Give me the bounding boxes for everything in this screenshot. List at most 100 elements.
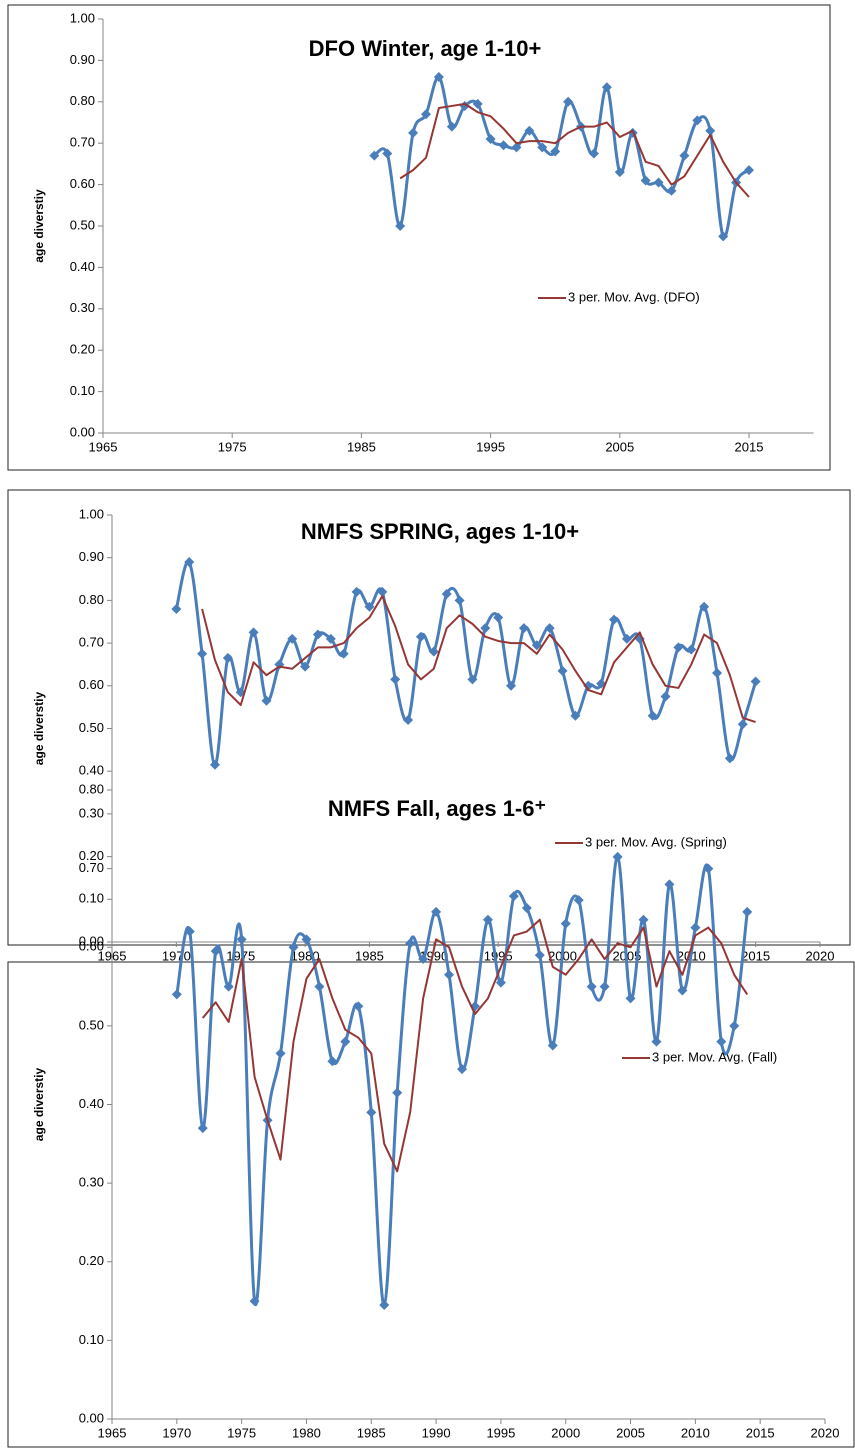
y-axis-label: age diverstiy bbox=[32, 691, 46, 765]
diamond-marker bbox=[537, 142, 548, 153]
diamond-marker bbox=[718, 231, 729, 242]
diamond-marker bbox=[288, 942, 299, 953]
x-tick-label: 1985 bbox=[355, 948, 384, 963]
diamond-marker bbox=[457, 1064, 468, 1075]
diamond-marker bbox=[377, 586, 388, 597]
x-tick-label: 1980 bbox=[292, 1425, 321, 1440]
diamond-marker bbox=[679, 150, 690, 161]
diamond-marker bbox=[686, 644, 697, 655]
y-tick-label: 0.60 bbox=[79, 677, 104, 692]
y-tick-label: 0.00 bbox=[79, 933, 104, 948]
y-tick-label: 0.70 bbox=[79, 635, 104, 650]
chart-title: DFO Winter, age 1-10+ bbox=[309, 36, 542, 61]
diamond-marker bbox=[223, 981, 234, 992]
diamond-marker bbox=[531, 640, 542, 651]
diamond-marker bbox=[690, 922, 701, 933]
diamond-marker bbox=[222, 653, 233, 664]
diamond-marker bbox=[403, 714, 414, 725]
diamond-marker bbox=[703, 863, 714, 874]
diamond-marker bbox=[480, 623, 491, 634]
diamond-marker bbox=[506, 680, 517, 691]
diamond-marker bbox=[197, 648, 208, 659]
diamond-marker bbox=[609, 614, 620, 625]
diamond-marker bbox=[524, 125, 535, 136]
diamond-marker bbox=[563, 96, 574, 107]
legend-label: 3 per. Mov. Avg. (Fall) bbox=[652, 1049, 777, 1064]
diamond-marker bbox=[750, 676, 761, 687]
y-tick-label: 1.00 bbox=[79, 506, 104, 521]
diamond-marker bbox=[340, 1036, 351, 1047]
y-tick-label: 0.00 bbox=[70, 424, 95, 439]
y-tick-label: 0.90 bbox=[70, 52, 95, 67]
diamond-marker bbox=[314, 981, 325, 992]
x-tick-label: 2020 bbox=[811, 1425, 840, 1440]
y-tick-label: 0.50 bbox=[70, 217, 95, 232]
x-tick-label: 1965 bbox=[89, 439, 118, 454]
x-tick-label: 2005 bbox=[616, 1425, 645, 1440]
y-tick-label: 0.60 bbox=[79, 939, 104, 954]
x-tick-label: 1995 bbox=[486, 1425, 515, 1440]
diamond-marker bbox=[614, 167, 625, 178]
series-line bbox=[201, 918, 749, 1173]
diamond-marker bbox=[197, 1123, 208, 1134]
diamond-marker bbox=[395, 221, 406, 231]
diamond-marker bbox=[699, 601, 710, 612]
series-line bbox=[201, 595, 756, 724]
diamond-marker bbox=[664, 879, 675, 890]
diamond-marker bbox=[583, 680, 594, 691]
diamond-marker bbox=[209, 759, 220, 770]
diamond-marker bbox=[647, 710, 658, 721]
y-tick-label: 0.70 bbox=[79, 860, 104, 875]
y-tick-label: 1.00 bbox=[70, 10, 95, 25]
diamond-marker bbox=[210, 946, 221, 957]
diamond-marker bbox=[485, 134, 496, 145]
diamond-marker bbox=[454, 595, 465, 606]
diamond-marker bbox=[382, 148, 393, 159]
diamond-marker bbox=[677, 985, 688, 996]
diamond-marker bbox=[599, 981, 610, 992]
diamond-marker bbox=[431, 906, 442, 917]
x-tick-label: 1970 bbox=[162, 1425, 191, 1440]
y-tick-label: 0.40 bbox=[79, 1096, 104, 1111]
y-axis-label: age diverstiy bbox=[32, 189, 46, 263]
y-tick-label: 0.70 bbox=[70, 135, 95, 150]
diamond-marker bbox=[508, 891, 519, 902]
diamond-marker bbox=[482, 914, 493, 925]
diamond-marker bbox=[184, 556, 195, 567]
diamond-marker bbox=[588, 148, 599, 159]
diamond-marker bbox=[353, 1001, 364, 1012]
diamond-marker bbox=[171, 603, 182, 614]
x-tick-label: 1985 bbox=[357, 1425, 386, 1440]
diamond-marker bbox=[586, 981, 597, 992]
diamond-marker bbox=[742, 906, 753, 917]
diamond-marker bbox=[421, 109, 431, 120]
diamond-marker bbox=[534, 950, 545, 961]
x-tick-label: 2015 bbox=[741, 948, 770, 963]
diamond-marker bbox=[472, 98, 483, 109]
legend-label: 3 per. Mov. Avg. (DFO) bbox=[568, 289, 700, 304]
diamond-marker bbox=[392, 1087, 403, 1098]
diamond-marker bbox=[511, 142, 522, 153]
y-tick-label: 0.20 bbox=[79, 1253, 104, 1268]
diamond-marker bbox=[327, 1056, 338, 1067]
x-tick-label: 1995 bbox=[476, 439, 505, 454]
diamond-marker bbox=[171, 989, 182, 1000]
diamond-marker bbox=[729, 1020, 740, 1031]
chart-frame bbox=[7, 961, 855, 1448]
diamond-marker bbox=[560, 918, 571, 929]
diamond-marker bbox=[249, 1296, 260, 1307]
x-tick-label: 1970 bbox=[162, 948, 191, 963]
diamond-marker bbox=[444, 969, 455, 980]
series-line bbox=[399, 102, 750, 198]
diamond-marker bbox=[640, 175, 651, 186]
x-tick-label: 2010 bbox=[681, 1425, 710, 1440]
x-tick-label: 2015 bbox=[735, 439, 764, 454]
diamond-marker bbox=[544, 623, 555, 634]
diamond-marker bbox=[601, 82, 612, 93]
diamond-marker bbox=[275, 1048, 286, 1059]
y-tick-label: 0.30 bbox=[70, 300, 95, 315]
diamond-marker bbox=[716, 1036, 727, 1047]
x-tick-label: 2000 bbox=[551, 1425, 580, 1440]
y-tick-label: 0.40 bbox=[70, 259, 95, 274]
